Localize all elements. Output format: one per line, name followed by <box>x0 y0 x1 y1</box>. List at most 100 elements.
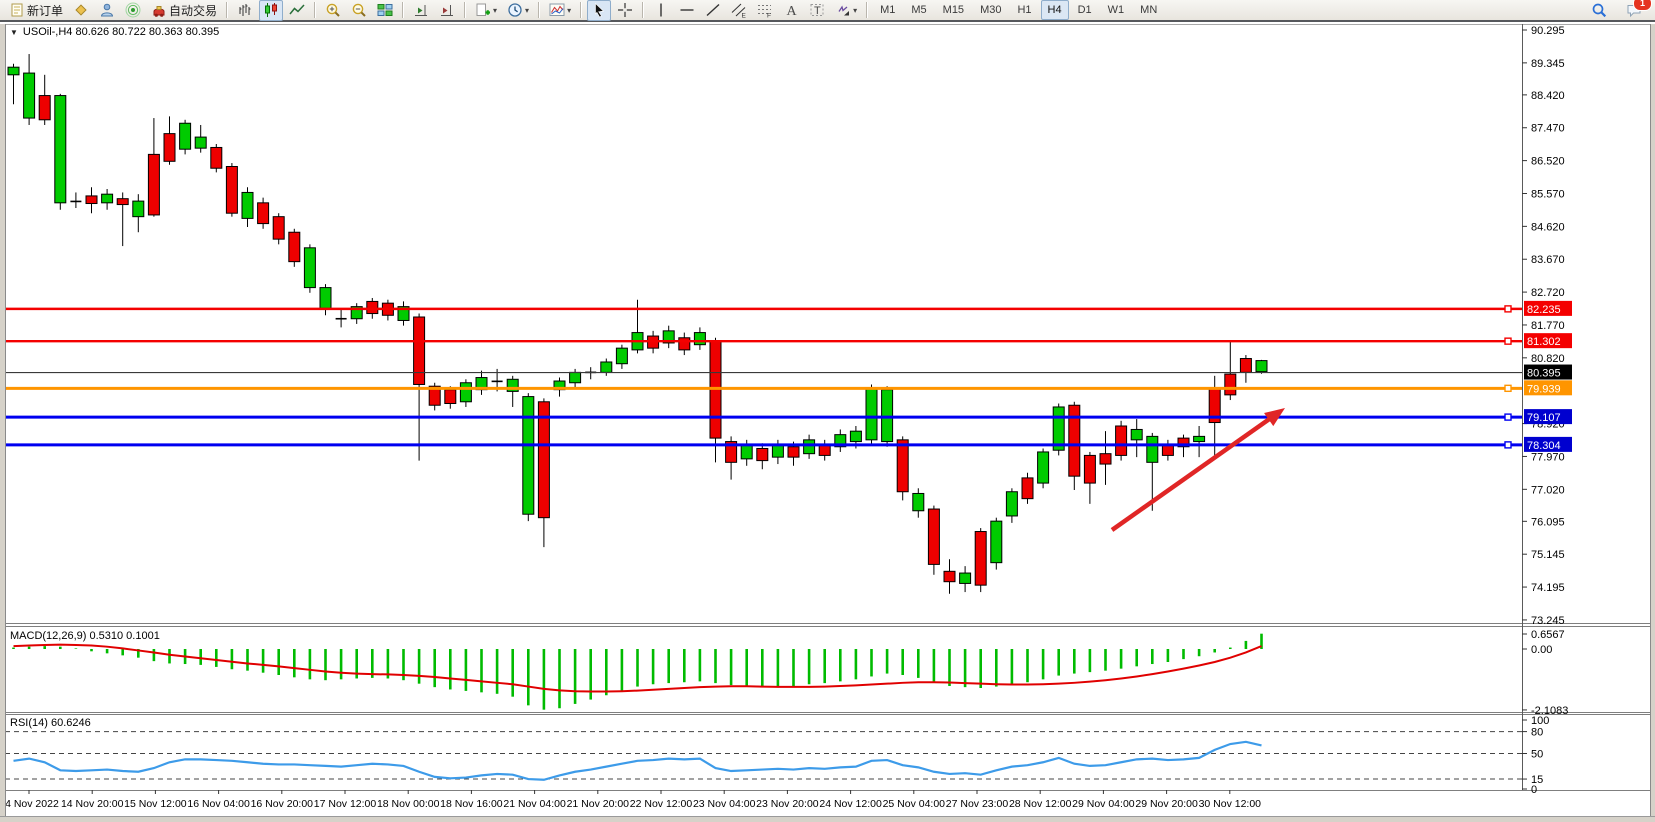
macd-panel[interactable]: 0.6567 0.00 -2.1083 <box>12 629 1569 717</box>
time-tick-label: 28 Nov 12:00 <box>1009 798 1072 810</box>
toolbar-separator <box>464 2 467 18</box>
bar-chart-button[interactable] <box>233 0 257 21</box>
chart-shift-button[interactable] <box>409 0 433 21</box>
chevron-down-icon: ▾ <box>525 5 530 15</box>
price-axis[interactable]: 90.295 89.345 88.420 87.470 86.520 85.570 84.6… <box>1522 25 1565 627</box>
person-icon <box>101 3 114 17</box>
support-line-1-handle[interactable] <box>1504 413 1512 421</box>
macd-tick-label: 0.6567 <box>1531 629 1565 641</box>
candle-body <box>662 330 675 344</box>
timeframe-mn-button[interactable]: MN <box>1140 4 1158 16</box>
timeframe-m30-button[interactable]: M30 <box>980 4 1002 16</box>
price-tick-label: 85.570 <box>1531 188 1565 200</box>
resistance-line-1-handle[interactable] <box>1504 305 1512 313</box>
timeframe-m5-button[interactable]: M5 <box>911 4 927 16</box>
price-tick-label: 77.970 <box>1531 451 1565 463</box>
candle-body <box>23 72 36 119</box>
bottom-window-edge <box>0 816 1655 822</box>
horizontal-line-button[interactable] <box>675 0 699 21</box>
text-button[interactable]: A <box>779 0 803 21</box>
vertical-line-button[interactable] <box>649 0 673 21</box>
toolbar-separator <box>226 2 229 18</box>
arrows-button[interactable]: ▾ <box>831 0 861 21</box>
trendline-button[interactable] <box>701 0 725 21</box>
toolbar-separator <box>580 2 583 18</box>
candles-icon <box>265 3 278 17</box>
new-chart-button[interactable]: ▾ <box>471 0 501 21</box>
chevron-down-icon: ▾ <box>567 5 572 15</box>
new-order-button[interactable]: 新订单 <box>5 0 67 21</box>
toolbar: 新订单 自动交易 ▾ ▾ ▾ E F A T ▾ M1 M5 M15 M30 H1 H4 D1 W1 MN 1 <box>0 0 1655 22</box>
toolbar-right-group: 1 <box>1586 0 1652 21</box>
timeframe-h1-button[interactable]: H1 <box>1017 4 1032 16</box>
rsi-tick-label: 0 <box>1531 784 1537 796</box>
tiles-icon <box>377 4 393 16</box>
time-tick-label: 22 Nov 12:00 <box>630 798 693 810</box>
line-chart-button[interactable] <box>285 0 309 21</box>
timeframe-m1-button[interactable]: M1 <box>880 4 896 16</box>
candle-body <box>194 136 207 149</box>
candlestick-chart-button[interactable] <box>259 0 284 21</box>
time-tick-label: 23 Nov 04:00 <box>693 798 756 810</box>
candle-body <box>865 387 878 441</box>
support-line-2-handle[interactable] <box>1504 441 1512 449</box>
zoom-in-button[interactable] <box>321 0 345 21</box>
channel-button[interactable]: E <box>727 0 751 21</box>
svg-text:E: E <box>742 13 747 19</box>
support-line-1-price-tag <box>1524 409 1572 425</box>
time-tick-label: 21 Nov 04:00 <box>503 798 566 810</box>
periodicity-button[interactable]: ▾ <box>503 0 533 21</box>
candle-body <box>1224 373 1237 396</box>
cursor-button[interactable] <box>587 0 612 21</box>
trend-arrow-head <box>1264 408 1285 427</box>
rsi-tick-label: 100 <box>1531 715 1549 727</box>
signals-button[interactable] <box>121 0 145 21</box>
auto-trading-button[interactable]: 自动交易 <box>147 0 221 21</box>
textT-icon: T <box>810 4 824 17</box>
candle-body <box>896 439 909 493</box>
candle-body <box>522 396 535 515</box>
time-axis[interactable]: 14 Nov 2022 14 Nov 20:00 15 Nov 12:00 16 No… <box>0 790 1261 810</box>
timeframe-d1-button[interactable]: D1 <box>1077 4 1092 16</box>
zoom-out-button[interactable] <box>347 0 371 21</box>
vline-icon <box>660 3 662 17</box>
shift-icon <box>415 5 428 16</box>
search-button[interactable] <box>1587 0 1611 21</box>
candle-body <box>459 382 472 403</box>
candle-body <box>272 216 285 240</box>
candle-body <box>1005 491 1018 517</box>
time-tick-label: 29 Nov 04:00 <box>1072 798 1135 810</box>
chevron-down-icon[interactable]: ▼ <box>10 27 18 37</box>
resistance-line-2-handle[interactable] <box>1504 337 1512 345</box>
price-tick-label: 83.670 <box>1531 254 1565 266</box>
autochartist-button[interactable] <box>69 0 93 21</box>
candle-body <box>38 95 51 121</box>
candle-body <box>927 508 940 565</box>
trend-arrow[interactable] <box>1110 413 1277 532</box>
candle-body <box>537 401 550 519</box>
gem-icon <box>75 4 87 16</box>
timeframe-h4-button[interactable]: H4 <box>1040 0 1069 20</box>
timeframe-w1-button[interactable]: W1 <box>1107 4 1125 16</box>
crosshair-button[interactable] <box>613 0 637 21</box>
price-tick-label: 87.470 <box>1531 123 1565 135</box>
text-label-button[interactable]: T <box>805 0 829 21</box>
notifications-button[interactable]: 1 <box>1622 0 1652 21</box>
auto-scroll-button[interactable] <box>435 0 459 21</box>
fibonacci-button[interactable]: F <box>753 0 777 21</box>
notification-badge: 1 <box>1633 0 1652 11</box>
indicators-button[interactable]: ▾ <box>545 0 575 21</box>
toolbar-separator <box>538 2 541 18</box>
candle-body <box>257 202 270 225</box>
pivot-line-orange-handle[interactable] <box>1504 384 1512 393</box>
line-icon <box>289 4 305 15</box>
timeframe-m15-button[interactable]: M15 <box>942 4 965 16</box>
candle-body <box>600 361 613 373</box>
right-window-edge <box>1650 24 1655 816</box>
candle-body <box>350 306 363 320</box>
symbol-ohlc-label: USOil-,H4 80.626 80.722 80.363 80.395 <box>22 26 220 38</box>
community-button[interactable] <box>95 0 119 21</box>
tile-windows-button[interactable] <box>373 0 397 21</box>
